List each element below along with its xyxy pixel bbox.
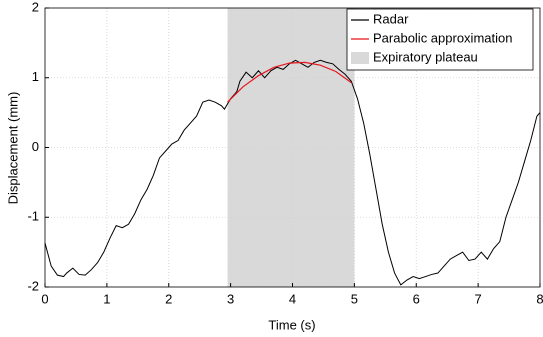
x-tick-label: 7	[475, 291, 482, 306]
x-tick-label: 6	[413, 291, 420, 306]
y-tick-label: 1	[32, 69, 39, 84]
y-tick-label: 2	[32, 0, 39, 14]
x-tick-label: 8	[536, 291, 543, 306]
x-tick-label: 2	[165, 291, 172, 306]
legend-label: Expiratory plateau	[373, 49, 478, 64]
y-axis-label: Displacement (mm)	[5, 92, 20, 205]
x-tick-label: 5	[351, 291, 358, 306]
legend-swatch	[351, 52, 369, 64]
legend-box	[346, 8, 534, 71]
x-tick-label: 0	[41, 291, 48, 306]
legend-label: Radar	[373, 11, 409, 26]
x-tick-label: 3	[227, 291, 234, 306]
legend: Radar Parabolic approximation Expiratory p…	[346, 8, 534, 71]
x-tick-label: 4	[289, 291, 296, 306]
axes-frame	[44, 7, 541, 288]
y-tick-label: -1	[27, 209, 39, 224]
x-tick-label: 1	[103, 291, 110, 306]
x-axis-label: Time (s)	[268, 317, 315, 332]
data-line	[227, 61, 352, 103]
y-tick-label: 0	[32, 139, 39, 154]
data-line	[44, 59, 541, 286]
y-tick-label: -2	[27, 278, 39, 293]
legend-label: Parabolic approximation	[373, 30, 512, 45]
